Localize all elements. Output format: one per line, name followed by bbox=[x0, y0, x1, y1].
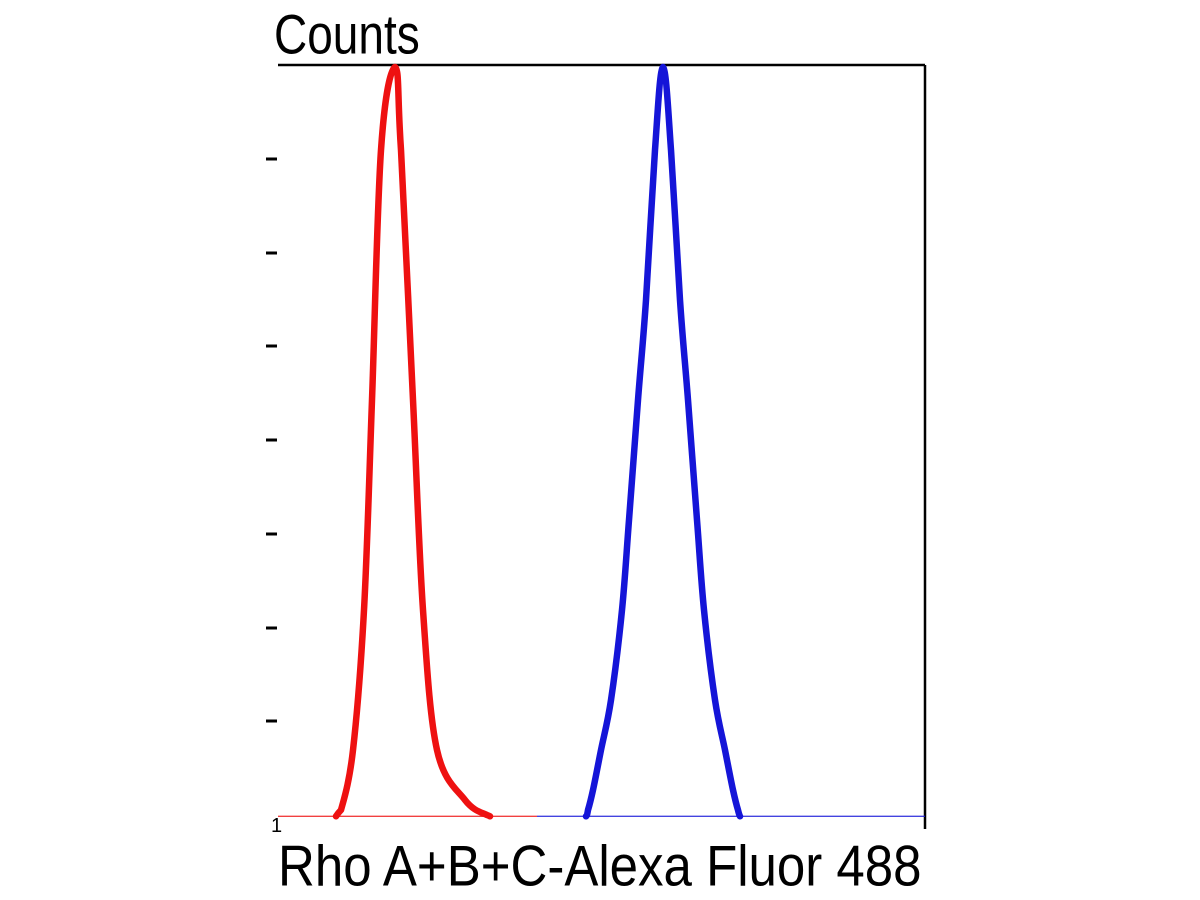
svg-text:1: 1 bbox=[271, 815, 282, 837]
